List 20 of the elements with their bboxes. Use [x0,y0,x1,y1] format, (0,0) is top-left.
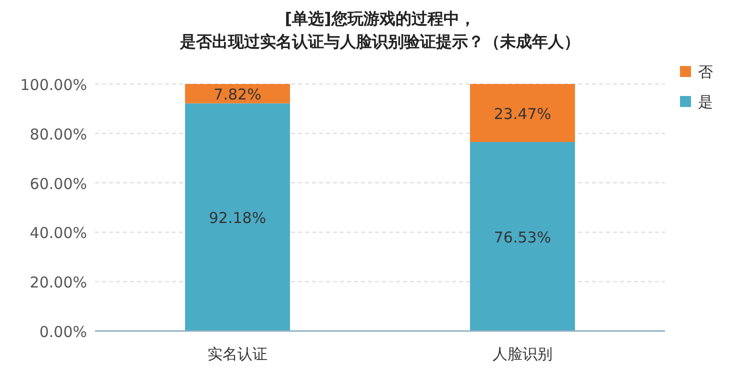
x-tick-label: 实名认证 [208,345,268,363]
y-tick-label: 20.00% [30,274,87,292]
y-tick-label: 40.00% [30,224,87,242]
legend-label: 否 [698,63,713,81]
bar [470,84,575,142]
data-label: 76.53% [494,228,552,246]
legend-label: 是 [698,93,713,111]
x-tick-label: 人脸识别 [492,345,552,363]
bar [470,142,575,331]
data-label: 23.47% [494,104,552,123]
data-label: 92.18% [208,209,266,228]
data-label: 7.82% [214,86,262,104]
bar [185,84,290,104]
y-tick-label: 0.00% [39,323,87,341]
chart-subtitle: 是否出现过实名认证与人脸识别验证提示？（未成年人） [179,32,580,51]
bar [185,103,290,331]
chart-title: [单选]您玩游戏的过程中， [284,9,476,28]
y-tick-label: 100.00% [20,76,87,94]
y-tick-label: 80.00% [30,125,87,144]
y-tick-label: 60.00% [30,174,87,193]
